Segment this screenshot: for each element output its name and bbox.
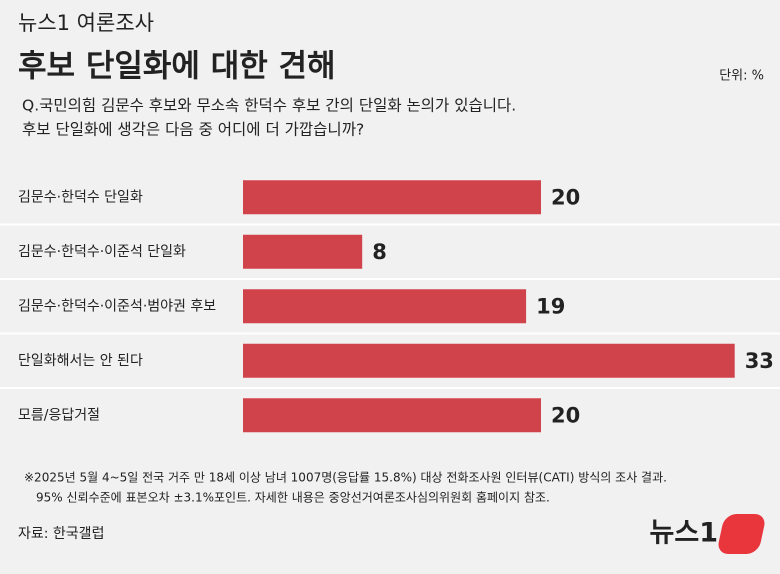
footnote: 95% 신뢰수준에 표본오차 ±3.1%포인트. 자세한 내용은 중앙선거여론조… — [36, 491, 550, 505]
question-line: Q.국민의힘 김문수 후보와 무소속 한덕수 후보 간의 단일화 논의가 있습니… — [22, 97, 516, 115]
logo-text: 뉴스1 — [650, 518, 718, 549]
category-label: 모름/응답거절 — [18, 407, 100, 423]
category-label: 단일화해서는 안 된다 — [18, 353, 143, 369]
logo: 뉴스1 — [650, 514, 765, 554]
bar — [243, 289, 527, 324]
unit: 단위: % — [719, 69, 764, 84]
value-label: 8 — [372, 240, 387, 264]
footnote: ※2025년 5월 4~5일 전국 거주 만 18세 이상 남녀 1007명(응… — [24, 471, 667, 485]
kicker: 뉴스1 여론조사 — [18, 11, 154, 35]
bar — [243, 398, 541, 433]
bar — [243, 180, 541, 215]
chart-title: 후보 단일화에 대한 견해 — [18, 49, 336, 85]
value-label: 20 — [551, 185, 580, 209]
category-label: 김문수·한덕수·이준석 단일화 — [18, 244, 186, 260]
category-label: 김문수·한덕수·이준석·범야권 후보 — [18, 298, 216, 314]
value-label: 33 — [745, 349, 774, 373]
value-label: 19 — [536, 294, 565, 318]
bar — [243, 343, 735, 378]
value-label: 20 — [551, 403, 580, 427]
bar — [243, 234, 363, 269]
category-label: 김문수·한덕수 단일화 — [18, 189, 143, 205]
question-line: 후보 단일화에 생각은 다음 중 어디에 더 가깝습니까? — [22, 121, 364, 139]
logo-badge — [718, 514, 765, 554]
source: 자료: 한국갤럽 — [18, 526, 104, 542]
